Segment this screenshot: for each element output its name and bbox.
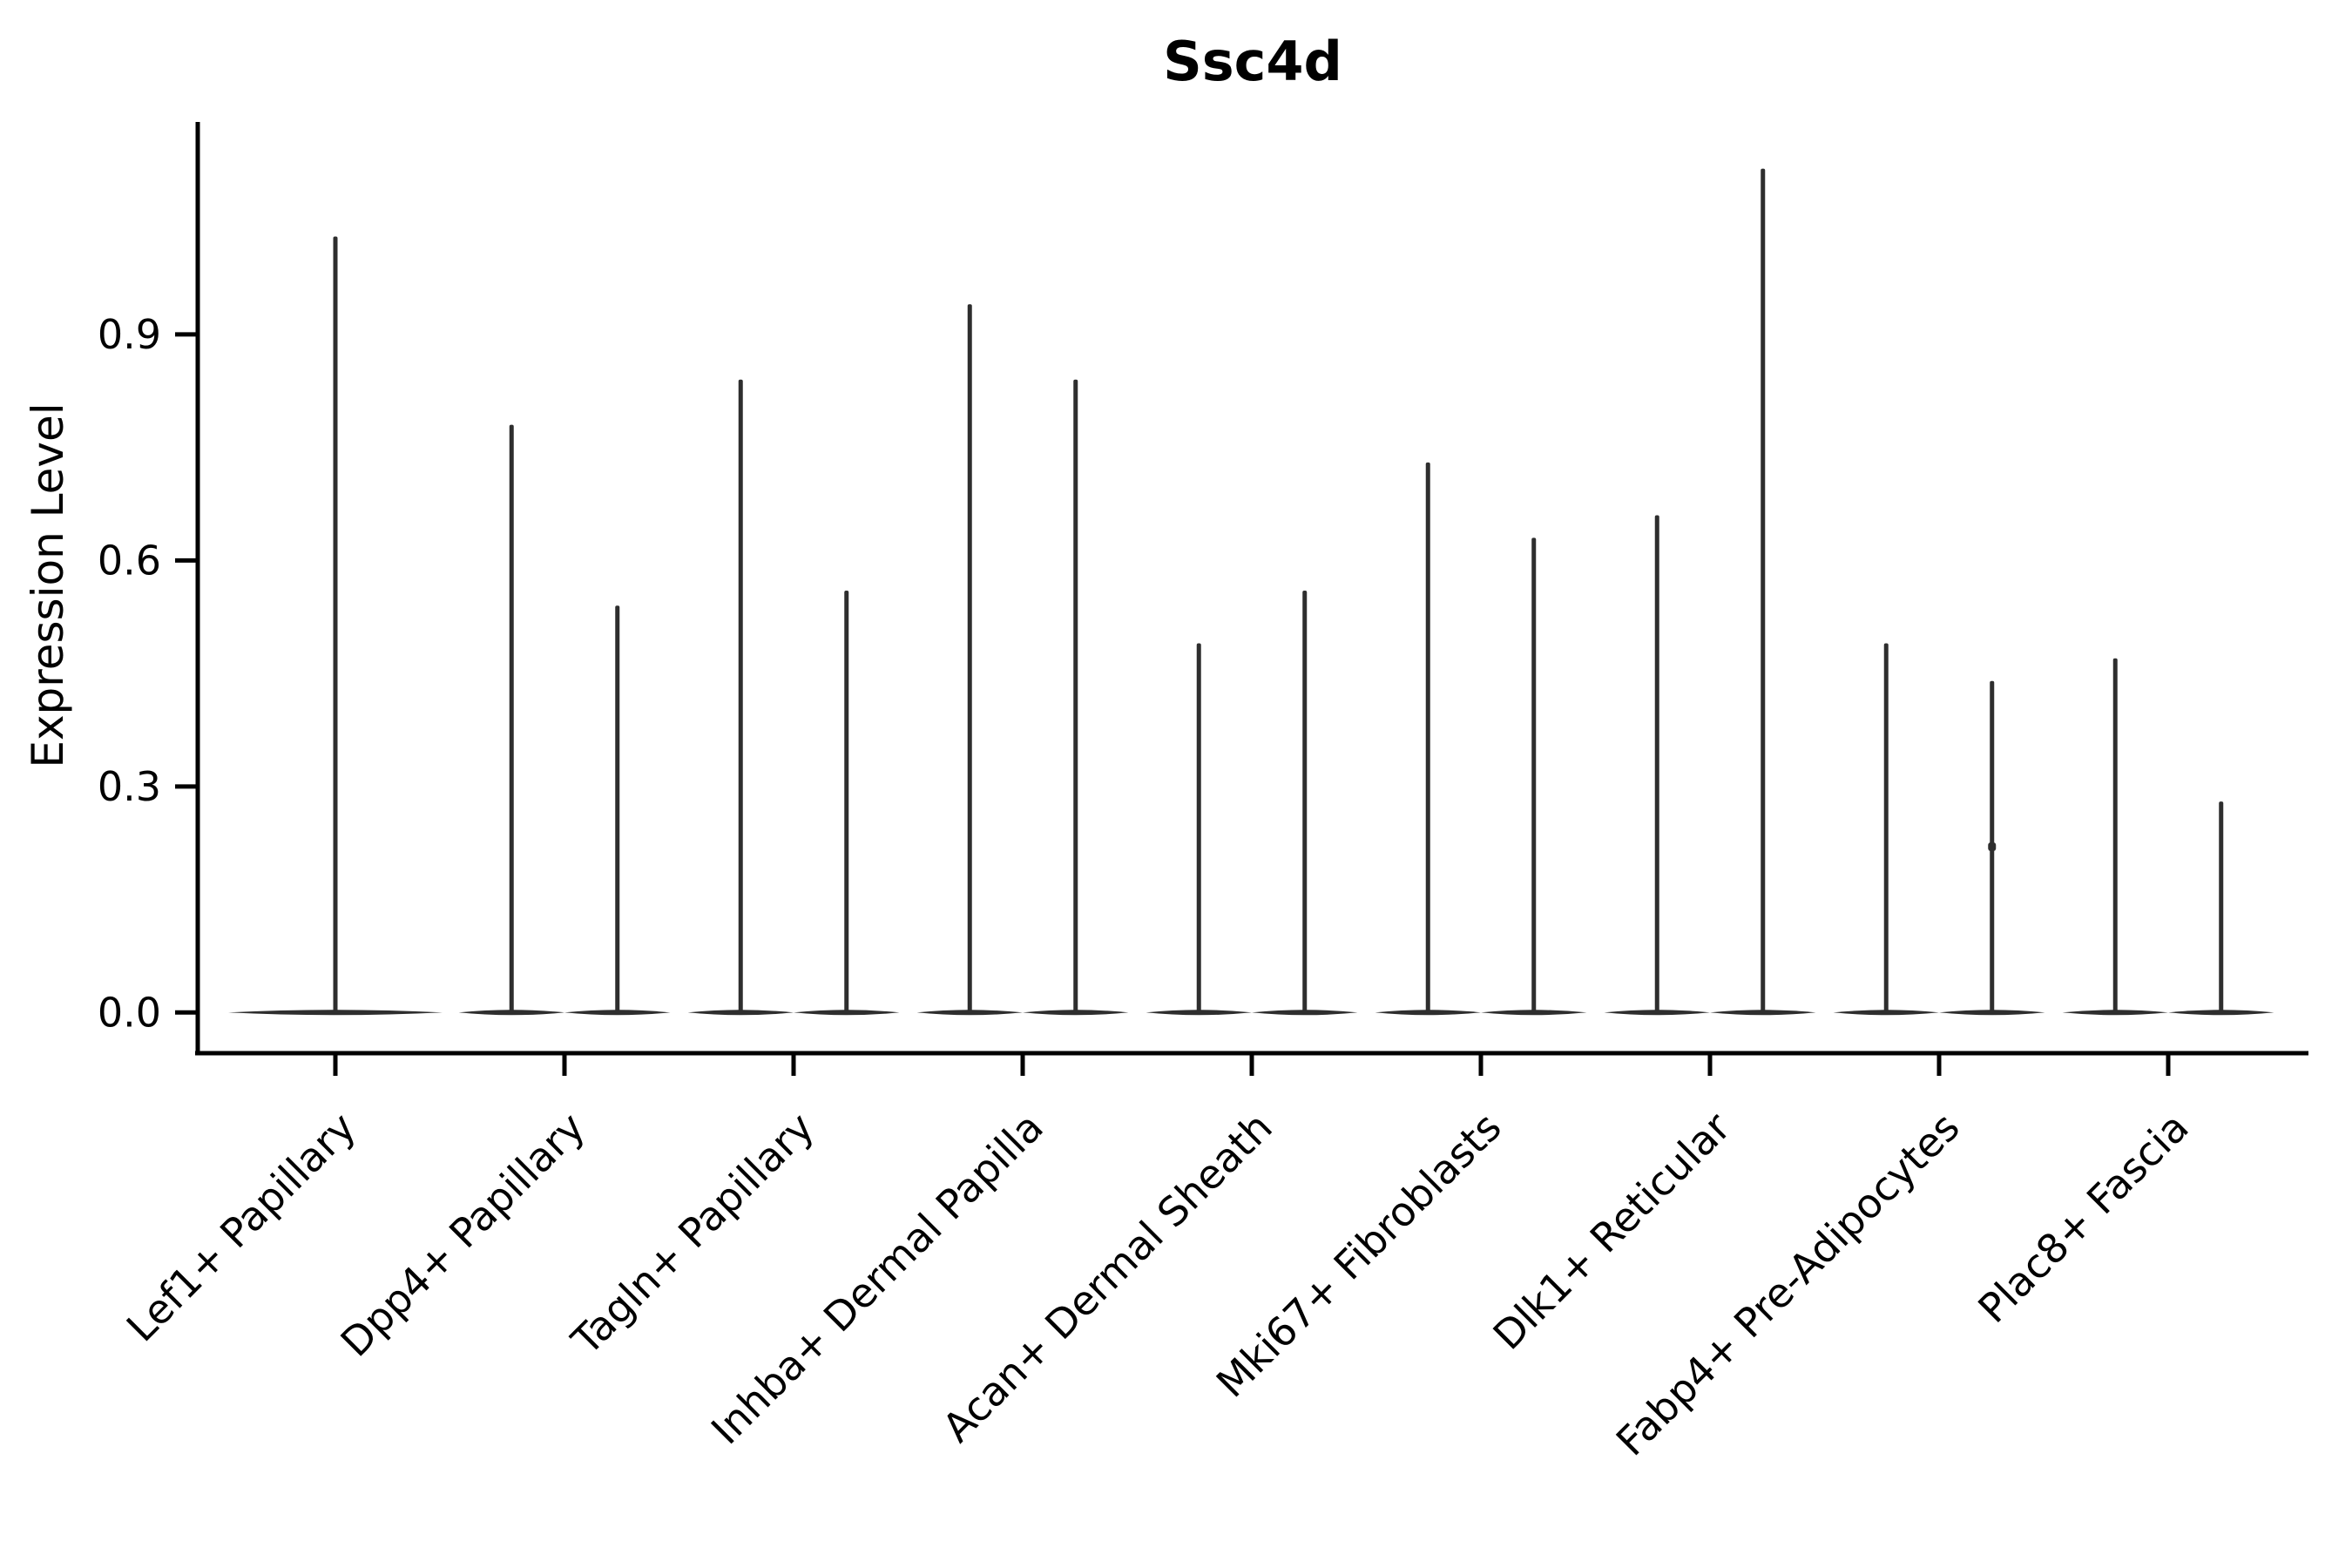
- violin-spike: [1761, 168, 1766, 1013]
- violin-spike: [844, 590, 849, 1013]
- violin-spike: [333, 236, 338, 1013]
- violin-spike: [1302, 590, 1308, 1013]
- x-tick-label: Dpp4+ Papillary: [332, 1104, 594, 1366]
- y-tick-label: 0.6: [98, 537, 161, 584]
- violin-spike: [509, 424, 514, 1013]
- violin-spike: [1654, 515, 1659, 1013]
- x-tick-label: Dlk1+ Reticular: [1484, 1104, 1740, 1359]
- violin-spike: [2219, 801, 2224, 1013]
- x-tick-label: Lef1+ Papillary: [118, 1104, 365, 1351]
- chart-title: Ssc4d: [1163, 30, 1342, 93]
- violin-spike: [615, 605, 620, 1013]
- y-tick-label: 0.3: [98, 763, 161, 810]
- violin-spike: [1196, 643, 1201, 1013]
- violin-bump: [1988, 842, 1997, 852]
- violin-spike: [967, 304, 972, 1013]
- x-tick-label: Tagln+ Papillary: [562, 1104, 823, 1365]
- violin-spike: [1425, 462, 1430, 1013]
- x-tick-label: Plac8+ Fascia: [1969, 1104, 2197, 1332]
- y-tick-label: 0.9: [98, 311, 161, 358]
- y-axis-label: Expression Level: [23, 402, 73, 767]
- violin-spike: [1073, 379, 1078, 1013]
- violin-spike: [1883, 643, 1889, 1013]
- y-tick-label: 0.0: [98, 989, 161, 1036]
- violin-spike: [1531, 537, 1537, 1013]
- violin-spike: [738, 379, 743, 1013]
- violin-spike: [2112, 658, 2118, 1013]
